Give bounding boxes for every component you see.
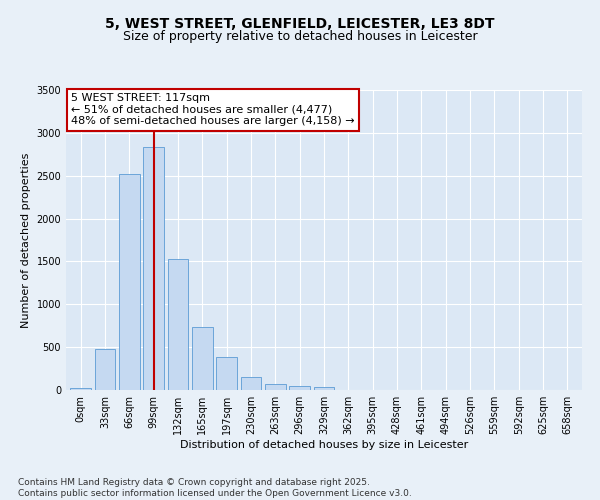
Y-axis label: Number of detached properties: Number of detached properties (21, 152, 31, 328)
Bar (241, 376, 262, 390)
Text: Contains HM Land Registry data © Crown copyright and database right 2025.
Contai: Contains HM Land Registry data © Crown c… (18, 478, 412, 498)
Bar (95, 349, 115, 390)
X-axis label: Distribution of detached houses by size in Leicester: Distribution of detached houses by size … (180, 440, 468, 450)
Bar (167, 259, 188, 390)
Bar (70, 388, 91, 390)
Bar (143, 146, 164, 390)
Text: 5 WEST STREET: 117sqm
← 51% of detached houses are smaller (4,477)
48% of semi-d: 5 WEST STREET: 117sqm ← 51% of detached … (71, 93, 355, 126)
Text: Size of property relative to detached houses in Leicester: Size of property relative to detached ho… (122, 30, 478, 43)
Text: 5, WEST STREET, GLENFIELD, LEICESTER, LE3 8DT: 5, WEST STREET, GLENFIELD, LEICESTER, LE… (105, 18, 495, 32)
Bar (265, 384, 286, 390)
Bar (192, 328, 212, 390)
Bar (314, 386, 334, 390)
Bar (216, 356, 237, 390)
Bar (289, 386, 310, 390)
Bar (119, 174, 140, 390)
